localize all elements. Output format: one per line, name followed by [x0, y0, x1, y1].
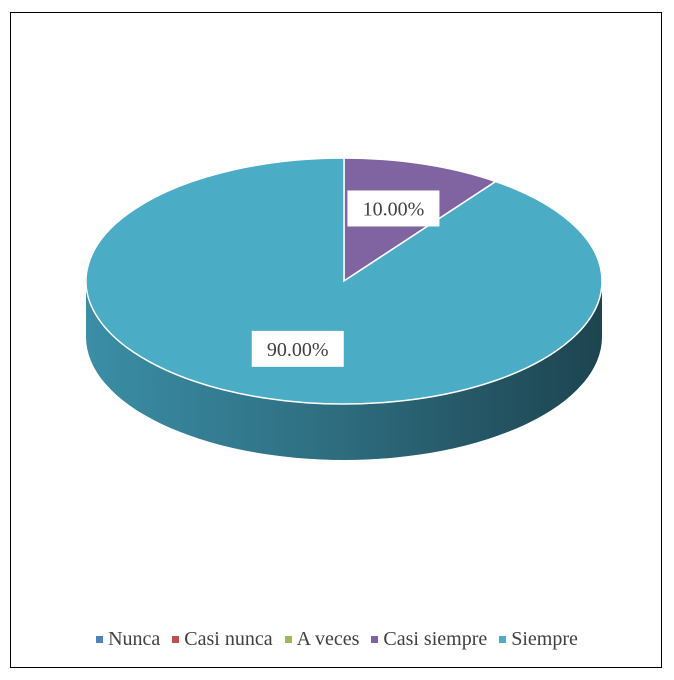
data-labels: 10.00% 90.00%	[251, 190, 440, 367]
data-label-siempre: 90.00%	[251, 330, 344, 367]
legend-swatch	[172, 636, 180, 643]
data-label-casi-siempre: 10.00%	[347, 190, 440, 227]
legend-item-casi-nunca: Casi nunca	[172, 628, 273, 651]
pie-top	[85, 157, 603, 405]
legend-item-a-veces: A veces	[284, 628, 360, 651]
legend-swatch	[499, 636, 507, 643]
pie-side-wall	[86, 281, 602, 460]
legend-swatch	[371, 636, 379, 643]
legend-swatch	[96, 636, 104, 643]
legend-label: Siempre	[511, 628, 578, 650]
legend-label: A veces	[296, 628, 360, 650]
chart-legend: Nunca Casi nunca A veces Casi siempre Siempr…	[0, 628, 674, 651]
legend-label: Nunca	[108, 628, 161, 650]
legend-swatch	[284, 636, 292, 643]
legend-label: Casi nunca	[184, 628, 273, 650]
legend-item-casi-siempre: Casi siempre	[371, 628, 487, 651]
legend-label: Casi siempre	[383, 628, 488, 650]
svg-text:10.00%: 10.00%	[363, 198, 425, 220]
pie-slice-siempre	[85, 157, 603, 405]
legend-item-nunca: Nunca	[96, 628, 160, 651]
legend-item-siempre: Siempre	[499, 628, 578, 651]
pie-side	[86, 281, 602, 460]
svg-text:90.00%: 90.00%	[267, 339, 329, 361]
